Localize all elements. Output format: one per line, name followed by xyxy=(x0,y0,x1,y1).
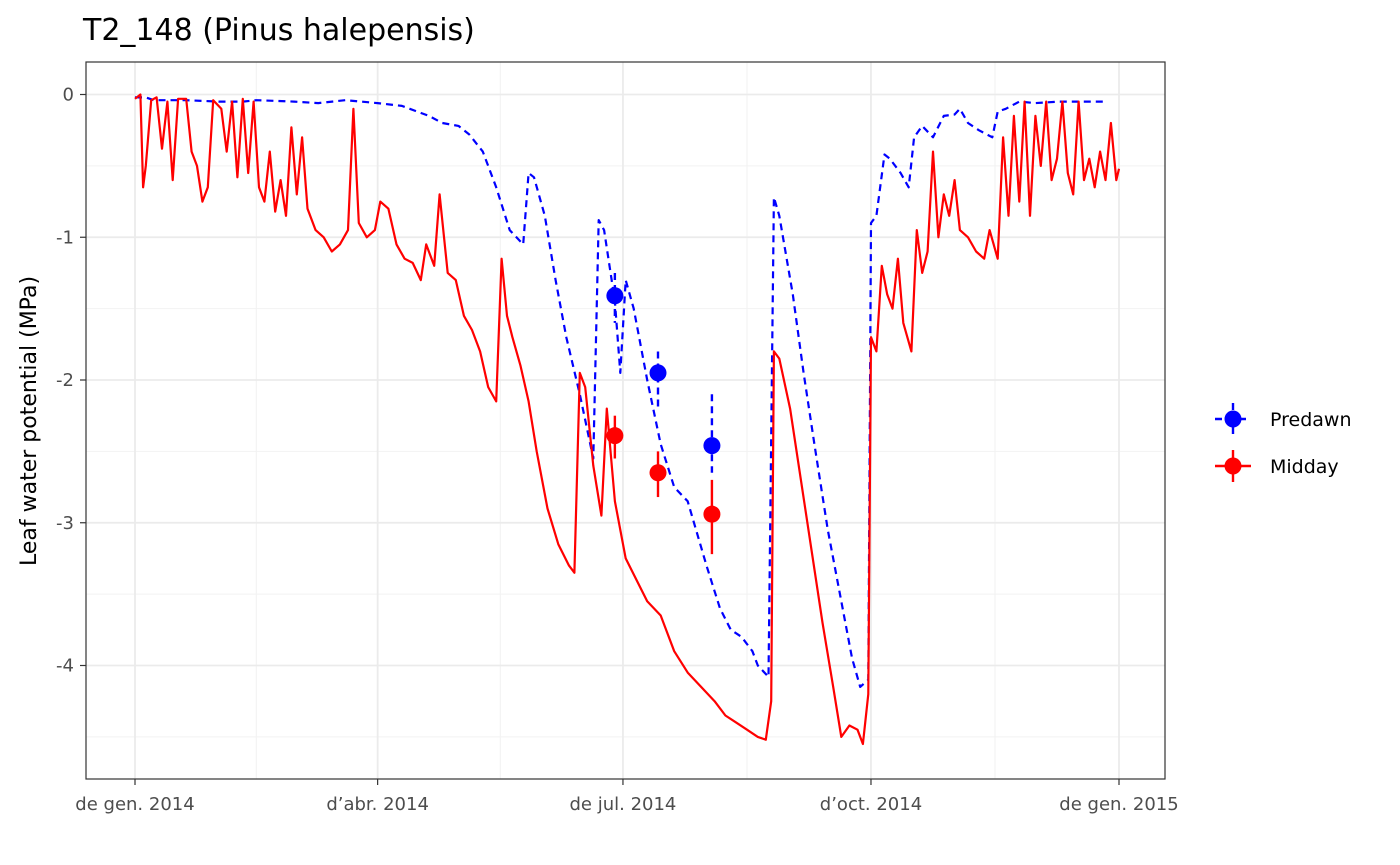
legend: Predawn Midday xyxy=(1215,403,1352,482)
point-midday-1 xyxy=(606,427,624,445)
y-tick-label: 0 xyxy=(63,85,74,106)
measurement-points xyxy=(606,272,721,555)
chart-title: T2_148 (Pinus halepensis) xyxy=(82,13,475,48)
legend-key-point-midday xyxy=(1224,457,1242,475)
legend-key-point-predawn xyxy=(1224,410,1242,428)
y-tick-label: -1 xyxy=(56,227,74,248)
point-predawn-2 xyxy=(649,364,667,382)
plot-border xyxy=(85,61,1166,780)
legend-label-predawn: Predawn xyxy=(1270,409,1352,431)
point-midday-3 xyxy=(703,505,721,523)
point-predawn-3 xyxy=(703,437,721,455)
legend-label-midday: Midday xyxy=(1270,456,1339,478)
y-tick-label: -4 xyxy=(56,656,74,677)
y-tick-label: -2 xyxy=(56,370,74,391)
y-tick-label: -3 xyxy=(56,513,74,534)
x-tick-label: d’abr. 2014 xyxy=(326,794,429,815)
series-line-2 xyxy=(134,93,1121,746)
grid xyxy=(86,62,1165,779)
x-tick-label: de gen. 2015 xyxy=(1059,794,1178,815)
x-tick-label: de gen. 2014 xyxy=(75,794,194,815)
point-midday-2 xyxy=(649,464,667,482)
series-lines xyxy=(134,93,1121,746)
x-tick-label: de jul. 2014 xyxy=(570,794,677,815)
y-axis-label: Leaf water potential (MPa) xyxy=(17,276,42,566)
point-predawn-1 xyxy=(606,287,624,305)
axes: 0 -1 -2 -3 -4 de gen. 2014 d’abr. 2014 de jul. … xyxy=(56,85,1179,816)
x-tick-label: d’oct. 2014 xyxy=(820,794,922,815)
